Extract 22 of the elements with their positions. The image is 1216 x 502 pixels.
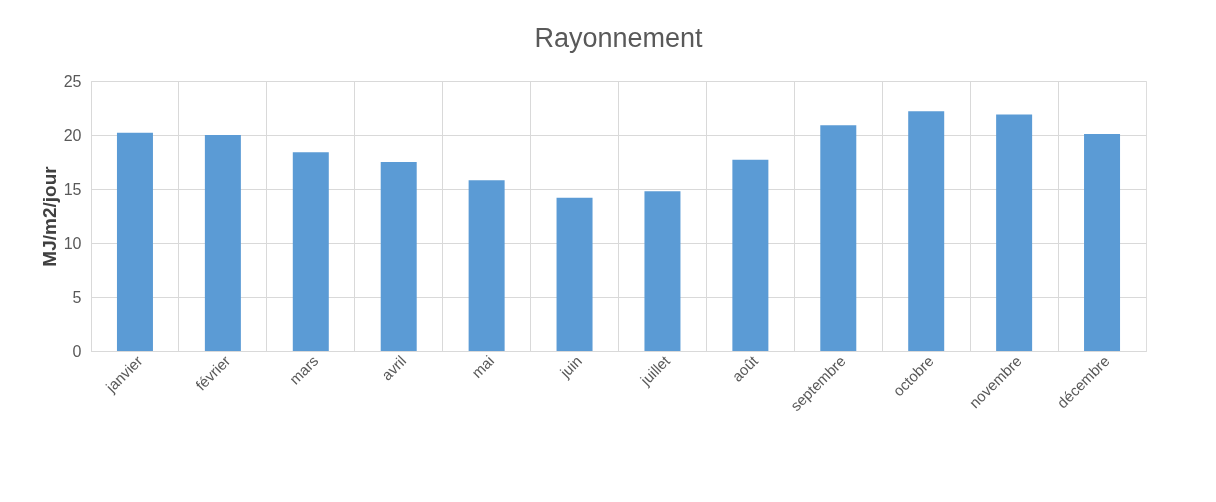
x-tick-label: mai bbox=[468, 352, 498, 382]
y-tick-label: 0 bbox=[72, 342, 82, 360]
y-axis-title: MJ/m2/jour bbox=[38, 165, 60, 267]
bar bbox=[820, 125, 857, 351]
bar bbox=[380, 162, 417, 351]
y-tick-label: 15 bbox=[63, 180, 82, 198]
y-tick-label: 20 bbox=[63, 126, 82, 144]
bar bbox=[908, 111, 945, 351]
x-tick-label: juin bbox=[555, 352, 586, 382]
bar bbox=[468, 180, 505, 351]
bar bbox=[732, 159, 769, 351]
bar bbox=[1084, 133, 1121, 351]
bar bbox=[116, 132, 153, 351]
chart-title: Rayonnement bbox=[534, 23, 704, 53]
bar bbox=[204, 135, 241, 351]
bar bbox=[996, 114, 1033, 351]
y-tick-label: 5 bbox=[72, 288, 82, 306]
bar bbox=[292, 152, 329, 351]
bar bbox=[556, 197, 593, 351]
bar bbox=[644, 191, 681, 351]
y-tick-label: 10 bbox=[63, 234, 82, 252]
y-tick-label: 25 bbox=[63, 72, 82, 90]
